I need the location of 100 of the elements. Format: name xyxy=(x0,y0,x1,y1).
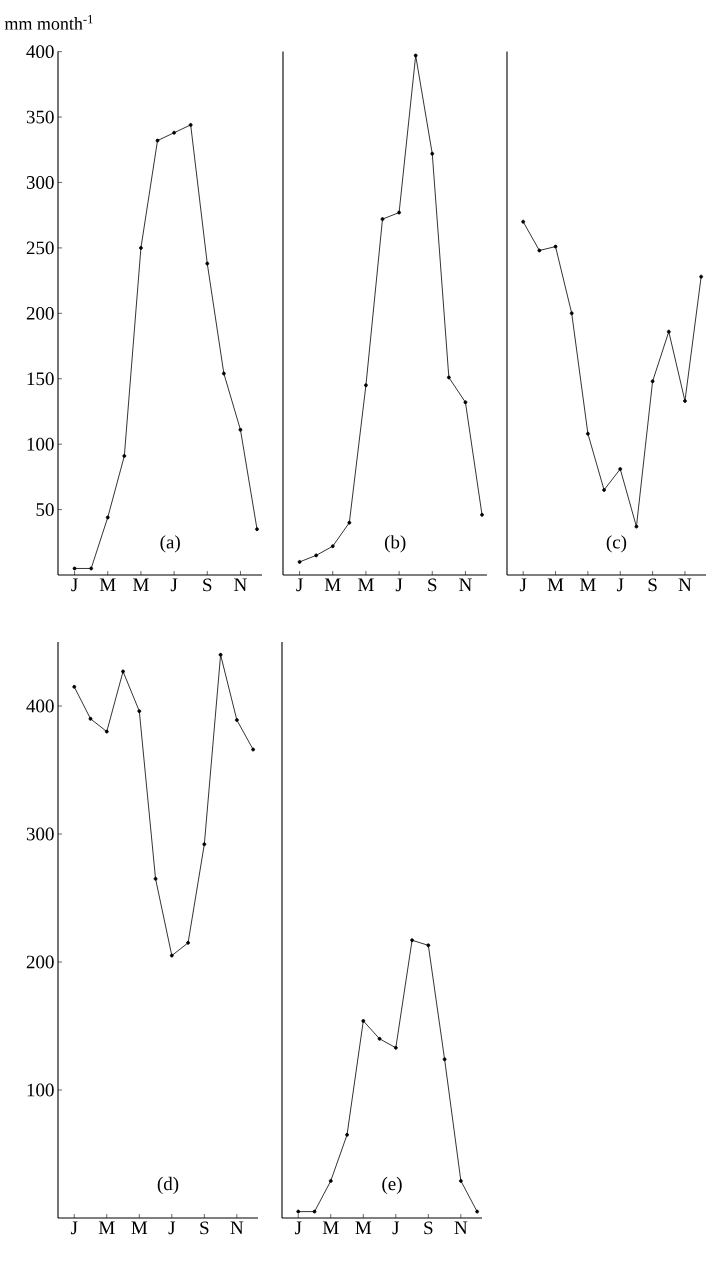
x-tick-label: S xyxy=(200,1221,209,1235)
point xyxy=(446,375,451,380)
y-tick-label: 350 xyxy=(26,110,54,124)
point xyxy=(314,553,319,558)
text: (a) xyxy=(160,535,180,553)
point xyxy=(139,245,143,250)
point xyxy=(296,1209,301,1214)
x-tick-label: S xyxy=(648,578,657,592)
x-tick-label: J xyxy=(296,578,303,592)
point xyxy=(72,566,77,571)
x-tick-label: J xyxy=(70,1221,78,1235)
point xyxy=(650,379,655,384)
point xyxy=(537,248,542,253)
point xyxy=(122,454,127,458)
point xyxy=(121,669,125,674)
point xyxy=(312,1209,317,1214)
x-tick-label: J xyxy=(616,578,624,592)
x-tick-label: M xyxy=(324,578,341,591)
x-tick-label: M xyxy=(131,1221,148,1234)
y-tick-label: 300 xyxy=(26,827,54,841)
point xyxy=(218,652,223,657)
point xyxy=(328,1178,333,1183)
y-tick-label: 100 xyxy=(27,437,54,451)
x-tick-label: J xyxy=(168,1221,176,1235)
x-tick-label: S xyxy=(424,1221,433,1235)
point xyxy=(377,1036,382,1041)
point xyxy=(410,938,414,943)
point xyxy=(105,515,110,520)
x-tick-label: N xyxy=(230,1221,244,1234)
point xyxy=(666,329,671,334)
point xyxy=(475,1209,480,1214)
y-tick-label: 200 xyxy=(26,955,54,969)
x-tick-label: J xyxy=(71,578,78,592)
point xyxy=(426,943,431,948)
y-tick-label: 300 xyxy=(26,176,54,189)
x-tick-label: J xyxy=(392,1221,400,1235)
x-tick-label: J xyxy=(519,578,527,592)
point xyxy=(393,1045,398,1050)
point xyxy=(683,399,687,403)
x-tick-label: M xyxy=(358,578,374,591)
point xyxy=(442,1057,447,1062)
text: (c) xyxy=(606,535,627,553)
x-tick-label: J xyxy=(395,578,403,592)
point xyxy=(251,747,256,752)
point xyxy=(345,1132,349,1137)
point xyxy=(569,311,574,316)
point xyxy=(205,261,210,266)
point xyxy=(413,53,418,58)
point xyxy=(238,427,243,432)
point xyxy=(297,560,302,564)
x-tick-label: M xyxy=(355,1221,372,1234)
point xyxy=(72,684,77,689)
point xyxy=(169,953,174,958)
y-tick-label: 400 xyxy=(26,699,54,713)
point xyxy=(347,520,352,525)
point xyxy=(458,1178,463,1183)
x-tick-label: N xyxy=(234,578,247,591)
y-tick-label: 250 xyxy=(26,241,54,255)
point xyxy=(463,400,468,405)
x-tick-label: M xyxy=(547,578,564,591)
point xyxy=(585,431,590,436)
x-tick-label: S xyxy=(428,578,437,592)
x-tick-label: M xyxy=(98,1221,115,1234)
x-tick-label: S xyxy=(203,578,212,592)
x-tick-label: J xyxy=(294,1221,302,1235)
point xyxy=(234,718,239,722)
y-tick-label: 200 xyxy=(26,306,54,320)
x-tick-label: M xyxy=(133,578,149,591)
point xyxy=(397,210,401,215)
point xyxy=(602,488,606,492)
text: (e) xyxy=(382,1176,402,1195)
point xyxy=(361,1018,366,1023)
point xyxy=(202,842,207,847)
point xyxy=(89,566,94,571)
y-tick-label: 400 xyxy=(26,45,54,59)
point xyxy=(172,130,176,135)
point xyxy=(88,716,93,721)
x-tick-label: M xyxy=(322,1221,339,1234)
y-tick-label: 100 xyxy=(27,1083,54,1097)
x-tick-label: M xyxy=(99,578,116,591)
point xyxy=(186,940,190,945)
x-tick-label: J xyxy=(170,578,178,592)
text: (d) xyxy=(157,1176,179,1195)
point xyxy=(364,383,368,388)
point xyxy=(330,544,335,549)
y-tick-label: 150 xyxy=(27,372,54,386)
x-tick-label: N xyxy=(459,578,472,591)
point xyxy=(480,512,484,517)
x-tick-label: M xyxy=(579,578,596,591)
point xyxy=(430,151,435,156)
point xyxy=(255,527,259,532)
point xyxy=(634,524,639,529)
x-tick-label: N xyxy=(678,578,692,591)
text: (b) xyxy=(384,535,406,553)
point xyxy=(618,467,623,471)
x-tick-label: N xyxy=(454,1221,468,1234)
y-axis-title: mm month$^{-1}$ xyxy=(4,15,93,30)
point xyxy=(221,371,226,376)
point xyxy=(104,729,109,734)
point xyxy=(521,219,526,224)
